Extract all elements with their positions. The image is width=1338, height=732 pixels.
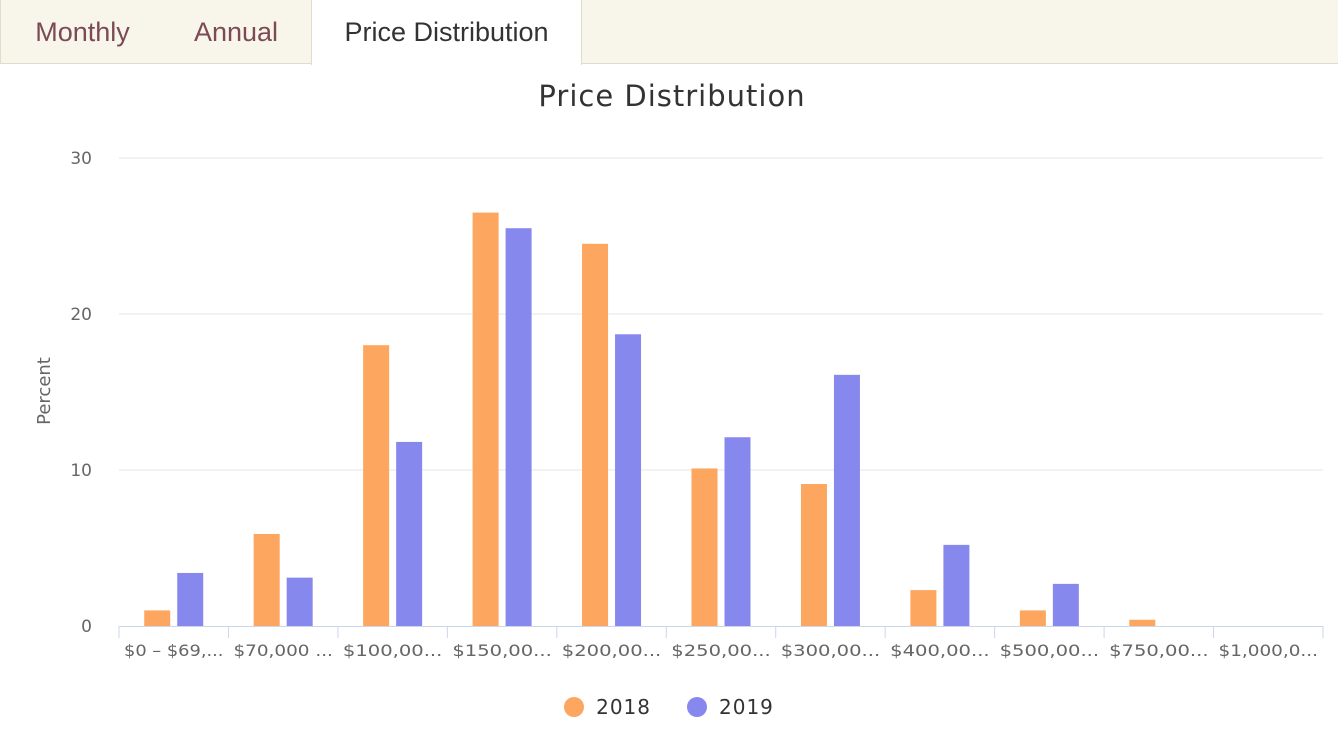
- legend: 2018 2019: [0, 692, 1338, 722]
- bar-2019-6[interactable]: [833, 374, 860, 626]
- legend-item-2019[interactable]: 2019: [687, 695, 774, 719]
- bar-2019-3[interactable]: [505, 228, 532, 626]
- y-axis-ticks: 0 10 20 30: [70, 149, 92, 637]
- tab-monthly[interactable]: Monthly: [35, 16, 130, 47]
- y-tick-label: 30: [70, 149, 92, 169]
- x-tick-label: $150,00...: [452, 641, 551, 660]
- x-tick-label: $750,00...: [1109, 641, 1208, 660]
- x-tick-label: $250,00...: [671, 641, 770, 660]
- bar-2018-5[interactable]: [691, 468, 718, 626]
- x-tick-label: $70,000 ...: [233, 641, 332, 660]
- bar-2018-7[interactable]: [910, 590, 937, 626]
- chart-title: Price Distribution: [538, 79, 805, 113]
- x-tick-label: $500,00...: [1000, 641, 1099, 660]
- tab-price-distribution[interactable]: Price Distribution: [311, 0, 582, 65]
- bar-2019-2[interactable]: [396, 441, 423, 626]
- legend-label: 2018: [596, 695, 651, 719]
- bar-2019-4[interactable]: [615, 334, 642, 626]
- bar-2018-2[interactable]: [363, 345, 390, 626]
- x-tick-label: $300,00...: [781, 641, 880, 660]
- x-tick-label: $400,00...: [890, 641, 989, 660]
- bar-2018-8[interactable]: [1019, 610, 1046, 626]
- bar-2018-3[interactable]: [472, 212, 499, 626]
- tab-bar: Monthly Annual Price Distribution: [0, 0, 1338, 65]
- legend-item-2018[interactable]: 2018: [564, 695, 651, 719]
- y-tick-label: 10: [70, 461, 92, 481]
- x-tick-label: $1,000,0...: [1219, 641, 1318, 660]
- legend-dot-icon: [687, 697, 707, 717]
- y-tick-label: 20: [70, 305, 92, 325]
- x-axis: $0 – $69,... $70,000 ... $100,00... $150,00…: [118, 626, 1324, 660]
- tab-divider: [0, 0, 1, 64]
- legend-label: 2019: [719, 695, 774, 719]
- x-tick-label: $100,00...: [343, 641, 442, 660]
- y-axis-label: Percent: [34, 357, 55, 425]
- gridlines: [119, 157, 1323, 471]
- bar-2018-9[interactable]: [1129, 619, 1156, 626]
- x-tick-label: $200,00...: [562, 641, 661, 660]
- bar-2018-6[interactable]: [800, 484, 827, 626]
- legend-dot-icon: [564, 697, 585, 717]
- bar-2019-5[interactable]: [724, 437, 751, 626]
- y-tick-label: 0: [81, 617, 92, 637]
- price-distribution-chart: Price Distribution Percent 0 10 20 30 $0 – …: [34, 79, 1324, 660]
- bar-2019-1[interactable]: [286, 577, 313, 626]
- bar-2019-8[interactable]: [1052, 583, 1079, 626]
- bar-2019-7[interactable]: [943, 544, 970, 626]
- bar-2019-0[interactable]: [177, 572, 204, 626]
- bar-2018-4[interactable]: [582, 243, 609, 627]
- bar-2018-0[interactable]: [144, 610, 171, 626]
- tab-annual[interactable]: Annual: [193, 16, 279, 47]
- x-tick-label: $0 – $69,...: [124, 641, 223, 660]
- bar-2018-1[interactable]: [253, 533, 280, 626]
- bars: [144, 212, 1156, 627]
